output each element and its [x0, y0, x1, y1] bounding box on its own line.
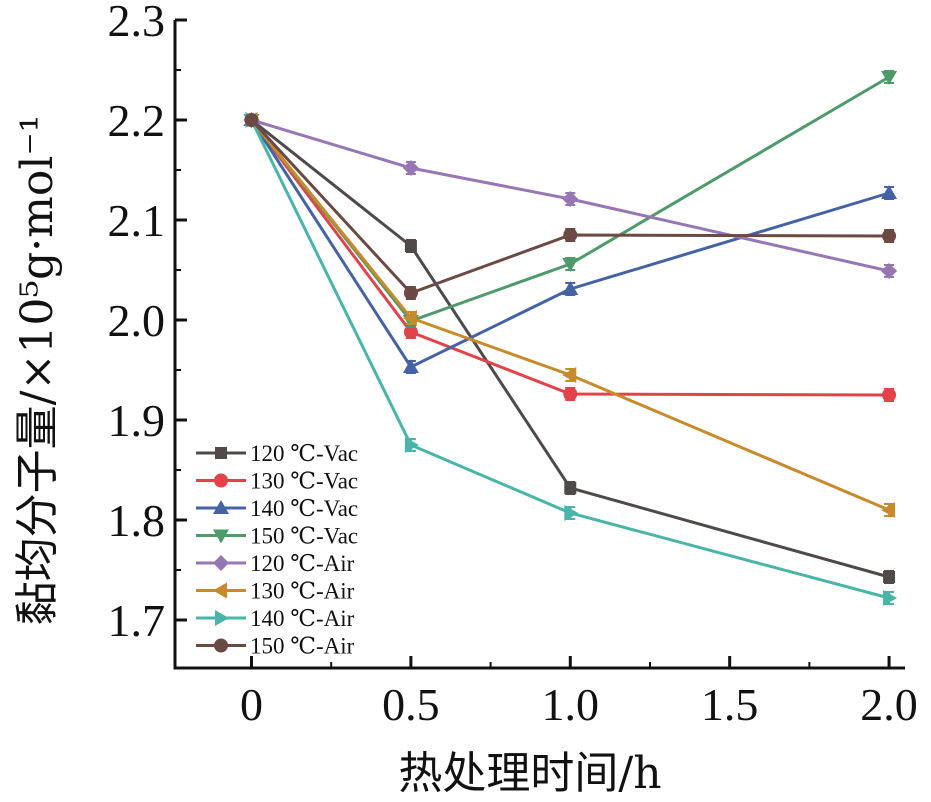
series-line: [250, 118, 890, 579]
marker-diamond: [881, 263, 898, 279]
marker-triangle-up: [881, 185, 898, 199]
marker-triangle-up: [402, 359, 419, 373]
marker-diamond: [213, 555, 229, 571]
marker-triangle-down: [213, 529, 229, 544]
legend-label: 120 ℃-Air: [250, 551, 355, 576]
series-line: [250, 119, 890, 369]
marker-square: [564, 482, 577, 494]
y-tick-label: 1.8: [108, 495, 166, 546]
legend-label: 150 ℃-Air: [250, 634, 355, 659]
marker-triangle-right: [404, 437, 419, 453]
marker-triangle-left: [402, 310, 417, 326]
legend-item: 120 ℃-Vac: [196, 441, 358, 466]
marker-triangle-right: [564, 505, 579, 521]
series-140-vac: [243, 112, 898, 374]
legend-item: 120 ℃-Air: [196, 551, 355, 576]
marker-circle: [403, 325, 418, 339]
marker-hexagon: [214, 638, 228, 653]
legend-label: 130 ℃-Vac: [250, 469, 358, 494]
x-axis-label: 热处理时间/h: [398, 748, 661, 799]
x-tick-label: 1.0: [542, 679, 600, 730]
legend-label: 150 ℃-Vac: [250, 524, 358, 549]
legend-label: 140 ℃-Vac: [250, 496, 358, 521]
y-tick-label: 2.1: [108, 195, 166, 246]
marker-triangle-left: [213, 582, 227, 599]
y-tick-label: 2.2: [108, 95, 166, 146]
y-tick-label: 2.0: [108, 295, 166, 346]
y-axis-label: 黏均分子量/×10⁵g·mol⁻¹: [12, 115, 63, 626]
marker-triangle-down: [881, 71, 898, 85]
marker-square: [883, 571, 896, 583]
axes: 0 0.5 1.0 1.5 2.0 1.7 1.8 1.9 2.0 2.1 2.2 2.3: [108, 0, 918, 730]
legend-item: 130 ℃-Vac: [196, 469, 358, 494]
marker-triangle-up: [213, 500, 229, 514]
marker-hexagon: [244, 113, 259, 127]
series-150-air: [244, 113, 897, 300]
legend-item: 130 ℃-Air: [196, 579, 355, 604]
marker-triangle-right: [215, 610, 229, 626]
series-line: [250, 118, 890, 295]
x-tick-label: 1.5: [701, 679, 759, 730]
x-tick-label: 0: [240, 679, 263, 730]
marker-hexagon: [882, 229, 897, 243]
marker-circle: [563, 387, 578, 401]
marker-square: [404, 240, 417, 252]
marker-triangle-left: [881, 502, 896, 518]
marker-triangle-left: [562, 367, 577, 383]
legend-label: 120 ℃-Vac: [250, 441, 358, 466]
marker-hexagon: [403, 286, 418, 300]
series-line: [250, 119, 890, 397]
marker-diamond: [402, 160, 419, 176]
x-tick-label: 2.0: [860, 679, 918, 730]
marker-square: [215, 447, 227, 459]
x-tick-label: 0.5: [382, 679, 440, 730]
series-120-air: [243, 112, 898, 279]
marker-hexagon: [563, 228, 578, 242]
y-tick-label: 2.3: [108, 0, 166, 46]
series-group: [243, 70, 898, 606]
legend-item: 150 ℃-Air: [196, 634, 355, 659]
series-line: [250, 119, 890, 512]
marker-triangle-right: [883, 590, 898, 606]
y-tick-label: 1.9: [108, 395, 166, 446]
marker-circle: [214, 473, 228, 488]
marker-circle: [882, 388, 897, 402]
y-tick-label: 1.7: [108, 595, 166, 646]
legend-item: 150 ℃-Vac: [196, 524, 358, 549]
legend-label: 140 ℃-Air: [250, 606, 355, 631]
marker-triangle-down: [562, 258, 579, 272]
legend-label: 130 ℃-Air: [250, 579, 355, 604]
legend-item: 140 ℃-Vac: [196, 496, 358, 521]
marker-diamond: [562, 191, 579, 207]
marker-triangle-up: [562, 281, 579, 295]
legend-item: 140 ℃-Air: [196, 606, 355, 631]
series-line: [250, 119, 890, 600]
